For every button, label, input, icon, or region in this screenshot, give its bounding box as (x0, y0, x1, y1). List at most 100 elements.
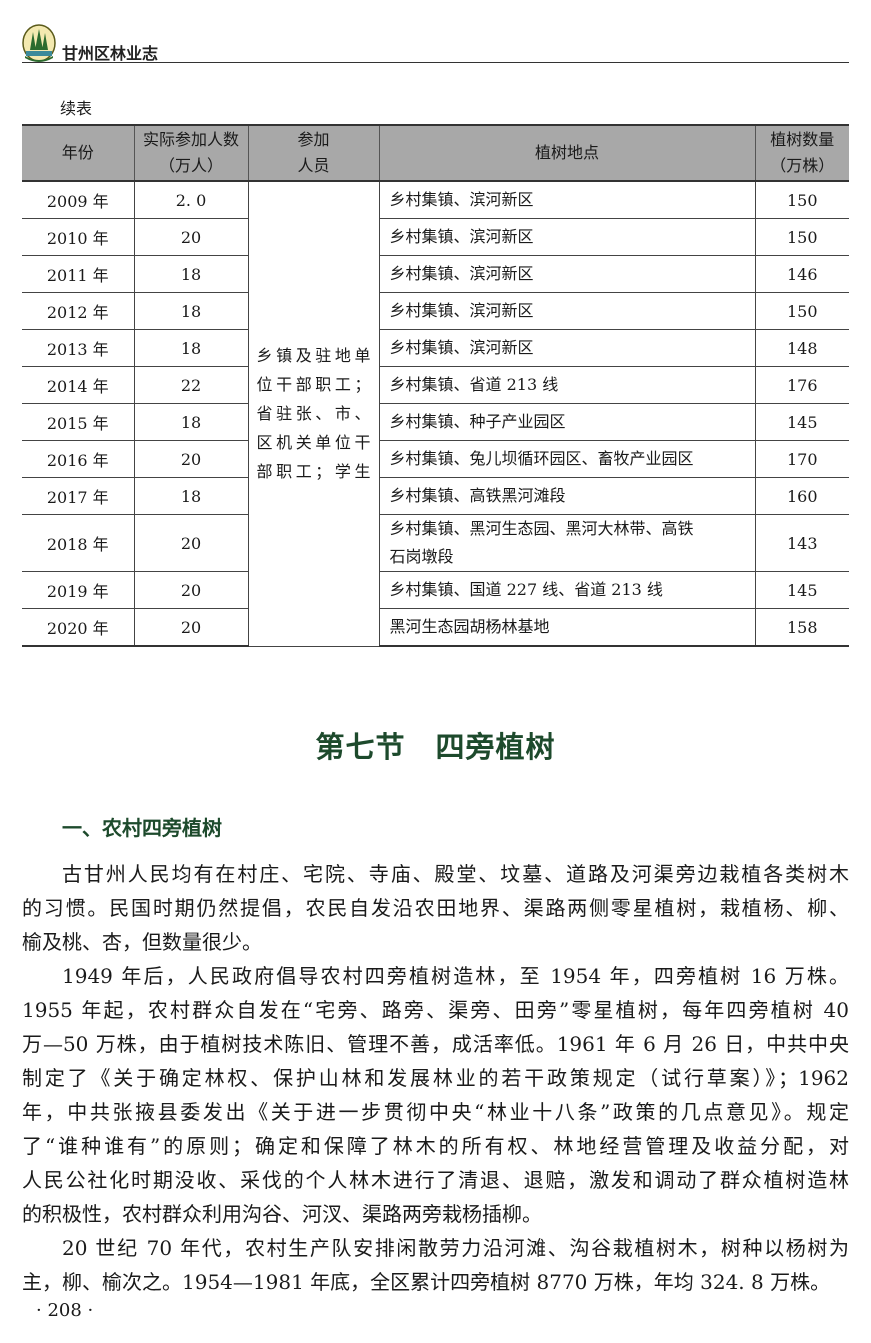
tree-count-cell: 170 (754, 440, 849, 478)
section-title: 第七节 四旁植树 (315, 730, 556, 764)
tree-count-cell: 150 (754, 180, 849, 219)
participants-line: 部职工；学生 (256, 462, 371, 482)
location-cell: 乡村集镇、滨河新区 (378, 180, 756, 219)
table-row: 2018 年 20 乡村集镇、黑河生态园、黑河大林带、高铁 石岗墩段 143 (22, 514, 849, 572)
table-row: 2015 年 18 乡村集镇、种子产业园区 145 (22, 403, 849, 441)
page-number: · 208 · (36, 1300, 94, 1321)
location-cell: 乡村集镇、国道 227 线、省道 213 线 (378, 571, 756, 609)
header-rule (22, 62, 849, 63)
tree-count-cell: 158 (754, 608, 849, 647)
paragraph: 1949 年后，人民政府倡导农村四旁植树造林，至 1954 年，四旁植树 16 … (22, 959, 849, 1231)
location-line: 乡村集镇、省道 213 线 (389, 375, 559, 394)
year-cell: 2013 年 (22, 329, 135, 367)
table-row: 2010 年 20 乡村集镇、滨河新区 150 (22, 218, 849, 256)
location-line: 乡村集镇、国道 227 线、省道 213 线 (389, 580, 663, 599)
participant-count-cell: 20 (133, 608, 249, 647)
table-row: 2009 年 2. 0 乡镇及驻地单 位干部职工； 省驻张、市、 区机关单位干 部职工；学生… (22, 180, 849, 647)
text-line: 1949 年后，人民政府倡导农村四旁植树造林，至 1954 年，四旁植树 16 … (62, 964, 849, 988)
year-cell: 2015 年 (22, 403, 135, 441)
tree-count-cell: 146 (754, 255, 849, 293)
participant-count-cell: 18 (133, 329, 249, 367)
text-line: 年，中共张掖县委发出《关于进一步贯彻中央“林业十八条”政策的几点意见》。规定 (22, 1100, 849, 1124)
participant-count-cell: 18 (133, 255, 249, 293)
location-cell: 乡村集镇、省道 213 线 (378, 366, 756, 404)
column-header: 植树数量 （万株） (754, 125, 849, 181)
year-cell: 2018 年 (22, 514, 135, 572)
column-header-line: （万人） (158, 156, 223, 175)
table-row: 2011 年 18 乡村集镇、滨河新区 146 (22, 255, 849, 293)
participants-line: 乡镇及驻地单 (256, 346, 371, 366)
participants-cell: 乡镇及驻地单 位干部职工； 省驻张、市、 区机关单位干 部职工；学生 (247, 180, 380, 647)
location-line: 乡村集镇、种子产业园区 (389, 412, 566, 431)
participant-count-cell: 22 (133, 366, 249, 404)
text-line: 榆及桃、杏，但数量很少。 (22, 930, 262, 954)
column-header-line: 植树地点 (534, 143, 599, 162)
year-cell: 2019 年 (22, 571, 135, 609)
tree-count-cell: 145 (754, 403, 849, 441)
subsection-title: 一、农村四旁植树 (62, 816, 222, 840)
table-header-row: 年份 实际参加人数 （万人） 参加人员 植树地点 植树数量 （万株） (22, 125, 849, 181)
location-cell: 乡村集镇、兔儿坝循环园区、畜牧产业园区 (378, 440, 756, 478)
text-line: 万—50 万株，由于植树技术陈旧、管理不善，成活率低。1961 年 6 月 26… (22, 1032, 849, 1056)
location-line: 乡村集镇、兔儿坝循环园区、畜牧产业园区 (389, 449, 694, 468)
column-header: 参加人员 (247, 125, 379, 181)
column-header: 实际参加人数 （万人） (133, 125, 248, 181)
participant-count-cell: 2. 0 (133, 180, 249, 219)
location-line: 黑河生态园胡杨林基地 (389, 617, 550, 636)
participant-count-cell: 20 (133, 514, 249, 572)
year-cell: 2017 年 (22, 477, 135, 515)
location-cell: 乡村集镇、黑河生态园、黑河大林带、高铁 石岗墩段 (378, 514, 756, 572)
table-row: 2020 年 20 黑河生态园胡杨林基地 158 (22, 608, 849, 647)
location-cell: 黑河生态园胡杨林基地 (378, 608, 756, 647)
year-cell: 2020 年 (22, 608, 135, 647)
text-line: 的习惯。民国时期仍然提倡，农民自发沿农田地界、渠路两侧零星植树，栽植杨、柳、 (22, 896, 849, 920)
column-header-line: 实际参加人数 (142, 130, 239, 149)
participant-count-cell: 20 (133, 571, 249, 609)
text-line: 制定了《关于确定林权、保护山林和发展林业的若干政策规定（试行草案）》；1962 (22, 1066, 849, 1090)
table-row: 2012 年 18 乡村集镇、滨河新区 150 (22, 292, 849, 330)
text-line: 20 世纪 70 年代，农村生产队安排闲散劳力沿河滩、沟谷栽植树木，树种以杨树为 (62, 1236, 849, 1260)
table-row: 2014 年 22 乡村集镇、省道 213 线 176 (22, 366, 849, 404)
table-row: 2019 年 20 乡村集镇、国道 227 线、省道 213 线 145 (22, 571, 849, 609)
text-line: 主，柳、榆次之。1954—1981 年底，全区累计四旁植树 8770 万株，年均… (22, 1270, 831, 1294)
book-title: 甘州区林业志 (62, 44, 159, 63)
year-cell: 2014 年 (22, 366, 135, 404)
column-header-line: （万株） (770, 156, 835, 175)
location-line: 乡村集镇、滨河新区 (389, 190, 534, 209)
location-cell: 乡村集镇、高铁黑河滩段 (378, 477, 756, 515)
tree-count-cell: 150 (754, 292, 849, 330)
location-line: 乡村集镇、黑河生态园、黑河大林带、高铁 (389, 519, 694, 538)
text-line: 古甘州人民均有在村庄、宅院、寺庙、殿堂、坟墓、道路及河渠旁边栽植各类树木 (62, 862, 849, 886)
location-line: 乡村集镇、滨河新区 (389, 338, 534, 357)
location-line: 乡村集镇、滨河新区 (389, 227, 534, 246)
paragraph: 古甘州人民均有在村庄、宅院、寺庙、殿堂、坟墓、道路及河渠旁边栽植各类树木的习惯。… (22, 857, 849, 959)
participants-line: 区机关单位干 (256, 433, 371, 453)
location-line: 乡村集镇、高铁黑河滩段 (389, 486, 566, 505)
location-line: 乡村集镇、滨河新区 (389, 301, 534, 320)
participant-count-cell: 18 (133, 477, 249, 515)
year-cell: 2009 年 (22, 180, 135, 219)
table-caption: 续表 (60, 99, 93, 118)
paragraph: 20 世纪 70 年代，农村生产队安排闲散劳力沿河滩、沟谷栽植树木，树种以杨树为… (22, 1231, 849, 1299)
tree-count-cell: 176 (754, 366, 849, 404)
location-cell: 乡村集镇、滨河新区 (378, 255, 756, 293)
table-row: 2016 年 20 乡村集镇、兔儿坝循环园区、畜牧产业园区 170 (22, 440, 849, 478)
location-line: 石岗墩段 (389, 547, 454, 566)
year-cell: 2011 年 (22, 255, 135, 293)
participants-line: 省驻张、市、 (256, 404, 371, 424)
text-line: 人民公社化时期没收、采伐的个人林木进行了清退、退赔，激发和调动了群众植树造林 (22, 1168, 849, 1192)
tree-count-cell: 143 (754, 514, 849, 572)
table-row: 2013 年 18 乡村集镇、滨河新区 148 (22, 329, 849, 367)
text-line: 的积极性，农村群众利用沟谷、河汊、渠路两旁栽杨插柳。 (22, 1202, 542, 1226)
location-cell: 乡村集镇、种子产业园区 (378, 403, 756, 441)
tree-count-cell: 160 (754, 477, 849, 515)
participant-count-cell: 18 (133, 403, 249, 441)
text-line: 了“谁种谁有”的原则；确定和保障了林木的所有权、林地经营管理及收益分配，对 (22, 1134, 849, 1158)
tree-count-cell: 145 (754, 571, 849, 609)
participants-line: 位干部职工； (256, 375, 371, 395)
location-cell: 乡村集镇、滨河新区 (378, 292, 756, 330)
year-cell: 2016 年 (22, 440, 135, 478)
participant-count-cell: 18 (133, 292, 249, 330)
